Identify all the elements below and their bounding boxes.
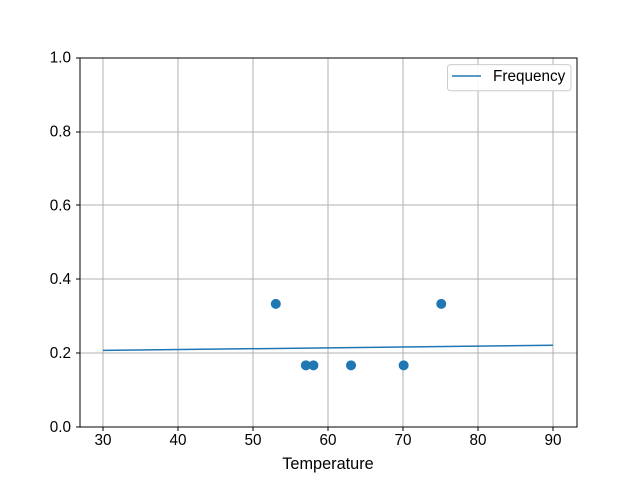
svg-text:0.0: 0.0: [50, 419, 71, 436]
svg-text:50: 50: [244, 432, 261, 449]
svg-text:0.4: 0.4: [50, 271, 72, 288]
svg-text:60: 60: [319, 432, 336, 449]
svg-text:80: 80: [469, 432, 486, 449]
svg-text:70: 70: [394, 432, 411, 449]
svg-text:Temperature: Temperature: [282, 455, 373, 473]
svg-text:1.0: 1.0: [50, 50, 71, 67]
svg-text:40: 40: [169, 432, 186, 449]
svg-text:0.2: 0.2: [50, 345, 71, 362]
svg-text:90: 90: [544, 432, 561, 449]
svg-text:0.8: 0.8: [50, 124, 71, 141]
svg-text:Frequency: Frequency: [493, 68, 566, 85]
svg-text:0.6: 0.6: [50, 197, 71, 214]
svg-text:30: 30: [94, 432, 111, 449]
